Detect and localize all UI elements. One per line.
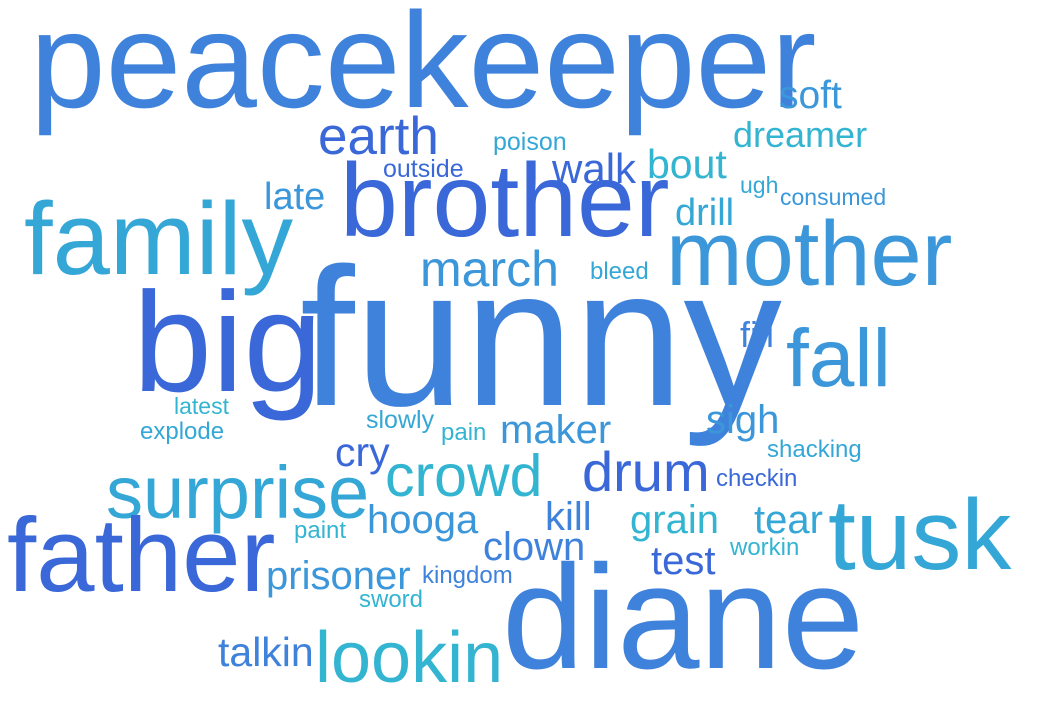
word-father: father — [7, 497, 276, 614]
word-ugh: ugh — [740, 172, 779, 198]
word-maker: maker — [500, 408, 612, 452]
word-big: big — [133, 263, 323, 422]
word-drill: drill — [675, 192, 735, 234]
word-sigh: sigh — [706, 398, 780, 442]
word-funny: funny — [300, 227, 782, 447]
word-kingdom: kingdom — [422, 562, 513, 589]
word-consumed: consumed — [780, 184, 887, 210]
word-tusk: tusk — [828, 479, 1012, 591]
word-brother: brother — [340, 143, 670, 259]
word-diane: diane — [502, 535, 865, 700]
word-sword: sword — [359, 586, 424, 613]
word-latest: latest — [174, 393, 229, 419]
word-drum: drum — [582, 440, 710, 503]
word-cry: cry — [335, 429, 390, 475]
word-grain: grain — [630, 498, 719, 542]
word-surprise: surprise — [106, 451, 370, 534]
word-slowly: slowly — [366, 406, 435, 434]
word-explode: explode — [140, 418, 225, 445]
word-test: test — [651, 539, 716, 583]
word-peacekeeper: peacekeeper — [30, 0, 817, 136]
word-family: family — [24, 181, 293, 296]
word-dreamer: dreamer — [733, 114, 868, 155]
word-bleed: bleed — [590, 258, 649, 285]
word-checkin: checkin — [716, 465, 798, 492]
word-kill: kill — [545, 495, 592, 539]
word-outside: outside — [383, 155, 464, 183]
word-bout: bout — [647, 141, 727, 187]
word-workin: workin — [730, 534, 800, 561]
word-crowd: crowd — [385, 443, 543, 509]
word-pain: pain — [441, 419, 487, 446]
word-earth: earth — [318, 107, 439, 166]
word-clown: clown — [483, 525, 586, 569]
word-tear: tear — [754, 498, 823, 542]
word-mother: mother — [666, 203, 953, 305]
word-hooga: hooga — [367, 498, 479, 542]
word-walk: walk — [552, 145, 637, 192]
word-talkin: talkin — [218, 629, 314, 675]
word-fall: fall — [786, 313, 891, 404]
word-shacking: shacking — [767, 436, 862, 463]
word-prisoner: prisoner — [266, 554, 411, 598]
word-soft: soft — [779, 74, 842, 117]
word-late: late — [264, 176, 326, 218]
word-paint: paint — [294, 517, 347, 544]
word-poison: poison — [493, 128, 567, 156]
word-march: march — [420, 241, 559, 297]
word-fill: fill — [740, 314, 774, 355]
word-lookin: lookin — [315, 618, 504, 698]
